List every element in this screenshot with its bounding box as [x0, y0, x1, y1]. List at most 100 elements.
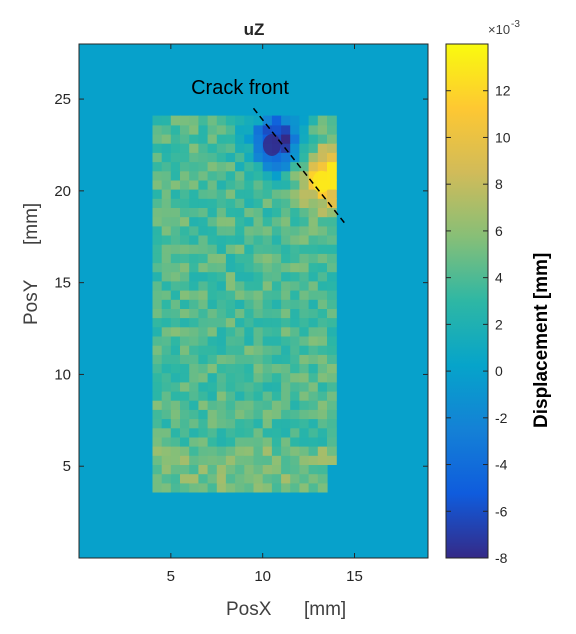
field-cell [244, 133, 255, 144]
hotspot [262, 134, 281, 156]
colorbar: -8 -6 -4 -2 0 2 4 6 8 10 12 ×10 -3 Displacement [m… [445, 19, 552, 566]
field-cell [281, 244, 291, 254]
field-cell [216, 326, 227, 337]
field-cell [290, 464, 300, 475]
field-cell [299, 372, 310, 383]
field-cell [216, 455, 227, 465]
field-cell [161, 473, 172, 484]
field-cell [161, 345, 172, 355]
field-cell [317, 262, 328, 273]
field-cell [170, 317, 181, 328]
field-cell [152, 427, 163, 438]
field-cell [207, 207, 218, 218]
field-cell [317, 225, 328, 236]
field-cell [161, 161, 172, 172]
colorbar-gradient [445, 43, 489, 559]
field-cell [327, 455, 337, 465]
field-cell [180, 280, 190, 291]
field-cell [216, 253, 227, 264]
field-cell [317, 253, 328, 264]
field-cell [216, 207, 227, 218]
field-cell [327, 179, 337, 190]
field-cell [161, 363, 172, 374]
field-cell [299, 335, 310, 346]
field-cell [225, 308, 236, 319]
field-cell [207, 280, 218, 291]
field-cell [299, 225, 310, 236]
field-cell [253, 124, 264, 135]
field-cell [327, 207, 337, 218]
field-cell [244, 244, 255, 254]
field-cell [216, 262, 227, 273]
field-cell [225, 161, 236, 172]
field-cell [198, 381, 209, 392]
field-cell [235, 381, 245, 392]
field-cell [235, 253, 245, 264]
field-cell [152, 161, 163, 172]
field-cell [317, 189, 328, 199]
colorbar-tick-label: -4 [495, 457, 508, 473]
field-cell [262, 262, 273, 273]
field-cell [281, 280, 291, 291]
field-cell [271, 216, 282, 227]
field-cell [262, 473, 273, 484]
field-cell [198, 345, 209, 355]
field-cell [317, 473, 328, 484]
field-cell [161, 280, 172, 291]
field-cell [281, 198, 291, 208]
field-cell [244, 280, 255, 291]
field-cell [271, 161, 282, 172]
field-cell [253, 354, 264, 364]
field-cell [189, 244, 199, 254]
field-cell [290, 225, 300, 236]
field-cell [198, 390, 209, 401]
field-cell [271, 363, 282, 374]
field-cell [262, 409, 273, 420]
field-cell [189, 317, 199, 328]
field-cell [180, 418, 190, 429]
field-cell [225, 207, 236, 218]
colorbar-ticks: -8 -6 -4 -2 0 2 4 6 8 10 12 [446, 83, 511, 566]
field-cell [327, 345, 337, 355]
field-cell [216, 436, 227, 447]
field-cell [281, 179, 291, 190]
field-cell [308, 400, 319, 410]
field-cell [235, 133, 245, 144]
field-cell [235, 446, 245, 456]
colorbar-label: Displacement [mm] [531, 253, 552, 428]
field-cell [180, 207, 190, 218]
field-cell [271, 271, 282, 282]
field-cell [262, 189, 273, 199]
field-cell [207, 170, 218, 181]
field-cell [299, 464, 310, 475]
colorbar-exponent-base: ×10 [488, 22, 510, 37]
field-cell [308, 133, 319, 144]
field-cell [262, 326, 273, 337]
field-cell [189, 473, 199, 484]
field-cell [170, 133, 181, 144]
field-cell [235, 207, 245, 218]
field-cell [207, 152, 218, 163]
field-cell [327, 234, 337, 245]
field-cell [235, 354, 245, 364]
field-cell [161, 390, 172, 401]
colorbar-tick-label: 12 [495, 83, 511, 99]
field-cell [198, 290, 209, 300]
field-cell [180, 326, 190, 337]
field-cell [271, 198, 282, 208]
field-cell [290, 409, 300, 420]
field-cell [235, 198, 245, 208]
field-cell [161, 317, 172, 328]
field-cell [253, 326, 264, 337]
field-cell [235, 271, 245, 282]
field-cell [253, 133, 264, 144]
field-cell [244, 308, 255, 319]
field-cell [262, 115, 273, 126]
field-cell [198, 400, 209, 410]
field-cell [198, 170, 209, 181]
field-cell [253, 299, 264, 309]
field-cell [299, 446, 310, 456]
field-cell [152, 354, 163, 364]
field-cell [216, 317, 227, 328]
field-cell [308, 124, 319, 135]
